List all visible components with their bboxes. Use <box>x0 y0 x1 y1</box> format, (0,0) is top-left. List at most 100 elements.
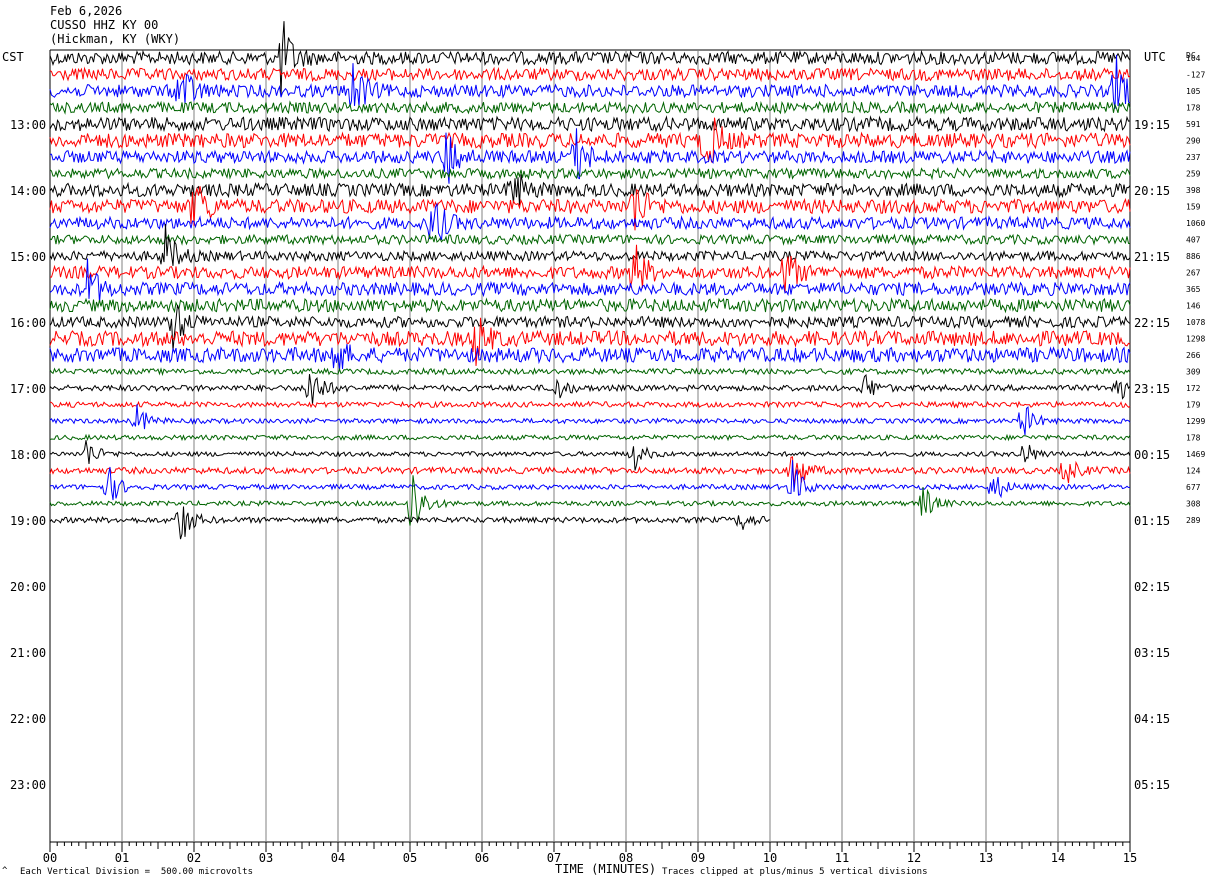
right-time-label: 19:15 <box>1134 118 1170 132</box>
right-time-label: 21:15 <box>1134 250 1170 264</box>
dc-offset-label: 591 <box>1186 120 1201 129</box>
seismic-trace <box>49 400 1131 409</box>
x-tick-label: 09 <box>691 851 705 865</box>
dc-offset-label: 290 <box>1186 137 1201 146</box>
x-tick-label: 03 <box>259 851 273 865</box>
x-tick-label: 10 <box>763 851 777 865</box>
seismic-trace <box>49 54 1131 109</box>
grid-layer <box>49 49 1131 852</box>
dc-offset-label: 308 <box>1186 500 1201 509</box>
seismic-trace <box>49 440 1131 471</box>
dc-offset-label: 1060 <box>1186 219 1205 228</box>
dc-offset-label: 1299 <box>1186 417 1205 426</box>
left-time-label: 19:00 <box>10 514 46 528</box>
dc-offset-label: 1469 <box>1186 450 1205 459</box>
dc-offset-label: 677 <box>1186 483 1201 492</box>
dc-offset-label: 407 <box>1186 236 1201 245</box>
scale-note: Each Vertical Division = 500.00 microvol… <box>20 867 253 877</box>
seismic-trace <box>49 258 1131 303</box>
dc-offset-label: 178 <box>1186 104 1201 113</box>
x-axis-title: TIME (MINUTES) <box>555 862 657 876</box>
seismic-trace <box>49 433 1131 442</box>
left-time-label: 22:00 <box>10 712 46 726</box>
dc-offset-label: 237 <box>1186 153 1201 162</box>
dc-offset-label: 124 <box>1186 467 1201 476</box>
plot-date: Feb 6,2026 <box>50 4 123 18</box>
station-location: (Hickman, KY (WKY) <box>50 32 181 46</box>
dc-offset-label: 172 <box>1186 384 1201 393</box>
x-tick-label: 08 <box>619 851 633 865</box>
seismic-trace <box>49 115 1131 133</box>
x-tick-label: 14 <box>1051 851 1065 865</box>
right-time-label: 04:15 <box>1134 712 1170 726</box>
dc-offset-label: 289 <box>1186 516 1201 525</box>
right-time-label: 00:15 <box>1134 448 1170 462</box>
dc-offset-label: 159 <box>1186 203 1201 212</box>
x-tick-label: 07 <box>547 851 561 865</box>
left-time-label: 23:00 <box>10 778 46 792</box>
seismic-trace <box>49 100 1131 115</box>
station-code: CUSSO HHZ KY 00 <box>50 18 159 32</box>
dc-offset-label: 365 <box>1186 285 1201 294</box>
seismic-trace <box>49 297 1131 314</box>
seismic-trace <box>49 117 1131 163</box>
x-tick-label: 06 <box>475 851 489 865</box>
seismic-trace <box>49 66 1131 83</box>
seismic-trace <box>49 343 1131 371</box>
dc-header: DC <box>1186 51 1196 60</box>
x-tick-label: 02 <box>187 851 201 865</box>
x-tick-label: 00 <box>43 851 57 865</box>
x-tick-label: 11 <box>835 851 849 865</box>
right-time-label: 03:15 <box>1134 646 1170 660</box>
x-tick-label: 01 <box>115 851 129 865</box>
clip-note: Traces clipped at plus/minus 5 vertical … <box>662 867 928 877</box>
dc-offset-label: -127 <box>1186 71 1205 80</box>
seismic-trace <box>49 304 1131 351</box>
seismic-trace <box>49 202 1131 241</box>
seismic-trace <box>49 128 1131 184</box>
label-layer: 00 01 02 03 04 05 06 07 08 09 10 11 12 13 14 15 13:00 14:… <box>10 54 1205 865</box>
seismic-trace <box>49 374 1131 405</box>
left-time-label: 18:00 <box>10 448 46 462</box>
seismic-trace <box>49 460 1131 501</box>
dc-offset-label: 105 <box>1186 87 1201 96</box>
right-time-label: 23:15 <box>1134 382 1170 396</box>
dc-offset-label: 1078 <box>1186 318 1205 327</box>
x-tick-label: 13 <box>979 851 993 865</box>
dc-offset-label: 266 <box>1186 351 1201 360</box>
left-time-label: 13:00 <box>10 118 46 132</box>
seismic-trace <box>49 233 1131 246</box>
right-time-label: 05:15 <box>1134 778 1170 792</box>
seismic-trace <box>49 317 1131 366</box>
left-time-label: 16:00 <box>10 316 46 330</box>
dc-offset-label: 146 <box>1186 302 1201 311</box>
dc-offset-label: 267 <box>1186 269 1201 278</box>
dc-offset-label: 398 <box>1186 186 1201 195</box>
dc-offset-label: 178 <box>1186 434 1201 443</box>
seismic-trace <box>49 166 1131 181</box>
seismic-trace <box>49 186 1131 231</box>
dc-offset-label: 886 <box>1186 252 1201 261</box>
dc-offset-label: 179 <box>1186 401 1201 410</box>
trace-layer <box>49 21 1131 540</box>
x-tick-label: 12 <box>907 851 921 865</box>
dc-offset-label: 259 <box>1186 170 1201 179</box>
right-time-label: 20:15 <box>1134 184 1170 198</box>
x-tick-label: 04 <box>331 851 345 865</box>
seismic-trace <box>49 404 1131 436</box>
dc-offset-label: 104 <box>1186 54 1201 63</box>
seismic-trace <box>49 174 1131 206</box>
right-time-label: 02:15 <box>1134 580 1170 594</box>
right-zone-label: UTC <box>1144 50 1166 64</box>
seismic-trace <box>49 456 1131 487</box>
dc-offset-label: 309 <box>1186 368 1201 377</box>
left-time-label: 15:00 <box>10 250 46 264</box>
dc-offset-label: 1298 <box>1186 335 1205 344</box>
right-time-label: 01:15 <box>1134 514 1170 528</box>
seismic-trace <box>49 475 1131 526</box>
left-time-label: 17:00 <box>10 382 46 396</box>
left-time-label: 20:00 <box>10 580 46 594</box>
left-time-label: 14:00 <box>10 184 46 198</box>
left-time-label: 21:00 <box>10 646 46 660</box>
